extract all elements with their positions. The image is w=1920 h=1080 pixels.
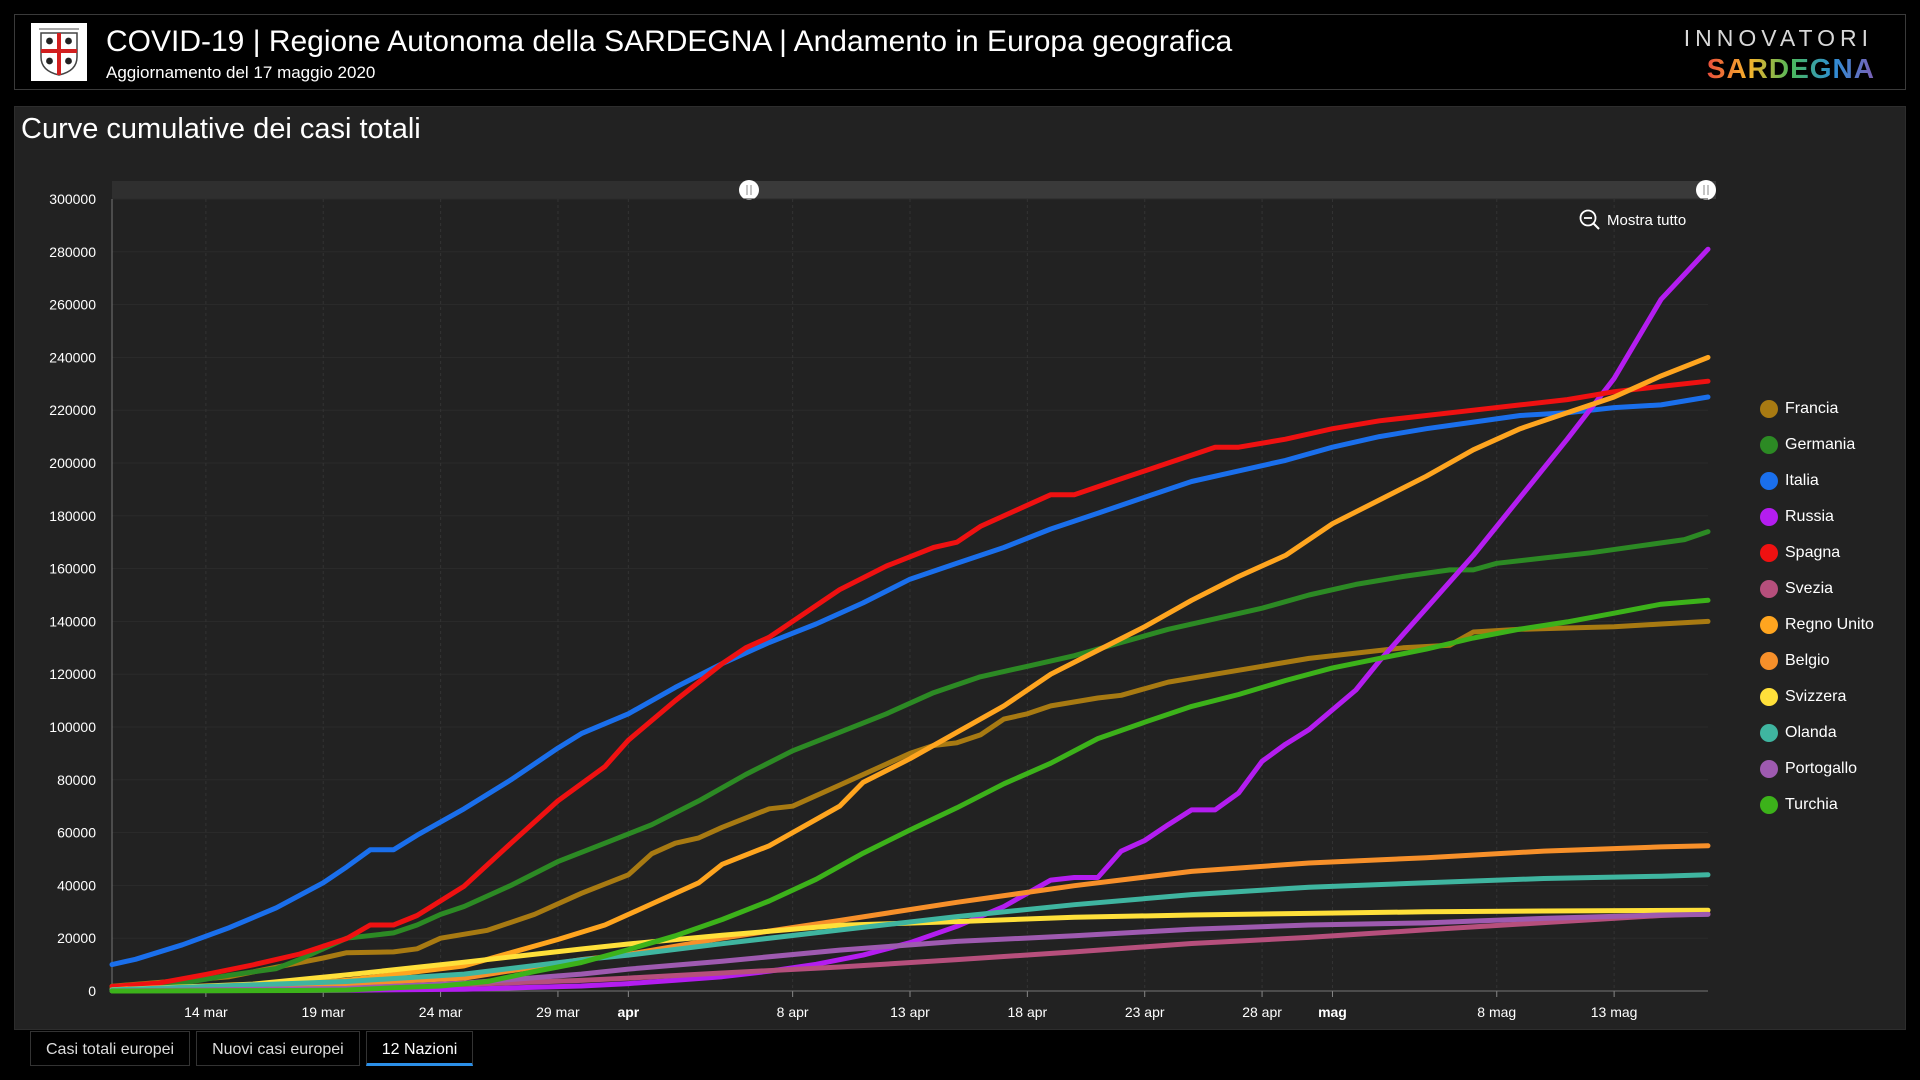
brand-logo-bottom: SARDEGNA (1706, 53, 1875, 84)
x-tick-label: apr (617, 1004, 639, 1020)
legend-swatch (1760, 760, 1778, 778)
legend-label: Germania (1785, 436, 1856, 453)
legend-swatch (1760, 724, 1778, 742)
x-tick-label: 28 apr (1242, 1004, 1282, 1020)
legend-label: Olanda (1785, 724, 1837, 741)
y-tick-label: 220000 (49, 402, 96, 418)
range-handle-left[interactable] (739, 180, 759, 200)
x-tick-label: 24 mar (419, 1004, 463, 1020)
legend-label: Portogallo (1785, 760, 1858, 777)
x-tick-label: 23 apr (1125, 1004, 1165, 1020)
update-date: Aggiornamento del 17 maggio 2020 (106, 63, 376, 82)
legend-label: Belgio (1785, 652, 1830, 669)
series-line-turchia (109, 597, 1711, 994)
y-tick-label: 280000 (49, 244, 96, 260)
legend-item-russia[interactable]: Russia (1760, 499, 1874, 535)
legend-swatch (1760, 472, 1778, 490)
legend-label: Spagna (1785, 544, 1841, 561)
y-tick-label: 300000 (49, 191, 96, 207)
legend-swatch (1760, 544, 1778, 562)
y-tick-label: 0 (88, 983, 96, 999)
y-tick-label: 180000 (49, 508, 96, 524)
x-tick-label: 8 apr (777, 1004, 809, 1020)
chart-title: Curve cumulative dei casi totali (21, 113, 421, 145)
series-line-belgio (109, 843, 1711, 993)
legend-swatch (1760, 616, 1778, 634)
series-line-svezia (109, 911, 1711, 993)
y-tick-label: 100000 (49, 719, 96, 735)
y-tick-label: 120000 (49, 666, 96, 682)
legend-swatch (1760, 580, 1778, 598)
y-tick-label: 60000 (57, 825, 96, 841)
page-title: COVID-19 | Regione Autonoma della SARDEG… (106, 25, 1233, 58)
show-all-button[interactable]: Mostra tutto (1579, 209, 1686, 231)
legend-item-germania[interactable]: Germania (1760, 427, 1874, 463)
series-line-italia (109, 394, 1711, 968)
sardinia-coat-of-arms-icon (31, 23, 87, 81)
tab-casi-totali-europei[interactable]: Casi totali europei (30, 1031, 191, 1066)
legend-swatch (1760, 688, 1778, 706)
x-tick-label: 8 mag (1477, 1004, 1516, 1020)
line-chart: 0 20000 40000 60000 80000 100000 120000 140000 1… (49, 180, 1716, 1020)
legend-item-italia[interactable]: Italia (1760, 463, 1874, 499)
series-line-olanda (109, 872, 1711, 993)
legend-label: Svizzera (1785, 688, 1847, 705)
legend-label: Italia (1785, 472, 1819, 489)
legend-label: Russia (1785, 508, 1834, 525)
legend-label: Svezia (1785, 580, 1834, 597)
series-line-svizzera (109, 907, 1711, 993)
legend-label: Francia (1785, 400, 1839, 417)
series-line-germania (109, 529, 1711, 991)
legend-label: Regno Unito (1785, 616, 1874, 633)
legend-label: Turchia (1785, 796, 1838, 813)
tab-nuovi-casi-europei[interactable]: Nuovi casi europei (196, 1031, 360, 1066)
series-line-spagna (109, 378, 1711, 989)
range-handle-right[interactable] (1696, 180, 1716, 200)
legend-swatch (1760, 436, 1778, 454)
y-tick-label: 200000 (49, 455, 96, 471)
legend-item-svezia[interactable]: Svezia (1760, 571, 1874, 607)
x-tick-label: 13 mag (1591, 1004, 1638, 1020)
brand-logo-top: INNOVATORI (1683, 25, 1873, 51)
chart-panel: Curve cumulative dei casi totali 0 20000 4… (14, 106, 1906, 1030)
legend-item-turchia[interactable]: Turchia (1760, 787, 1874, 823)
x-tick-label: 14 mar (184, 1004, 228, 1020)
legend-item-francia[interactable]: Francia (1760, 391, 1874, 427)
show-all-label: Mostra tutto (1607, 211, 1687, 229)
x-tick-label: 19 mar (301, 1004, 345, 1020)
y-tick-label: 20000 (57, 930, 96, 946)
legend-item-spagna[interactable]: Spagna (1760, 535, 1874, 571)
zoom-out-icon (1579, 209, 1600, 230)
header-bar: COVID-19 | Regione Autonoma della SARDEG… (14, 14, 1906, 90)
x-tick-label: 13 apr (890, 1004, 930, 1020)
y-tick-label: 240000 (49, 349, 96, 365)
y-tick-label: 40000 (57, 877, 96, 893)
legend-swatch (1760, 796, 1778, 814)
legend-swatch (1760, 652, 1778, 670)
y-tick-label: 160000 (49, 561, 96, 577)
x-tick-label: 18 apr (1008, 1004, 1048, 1020)
y-tick-label: 80000 (57, 772, 96, 788)
legend-item-olanda[interactable]: Olanda (1760, 715, 1874, 751)
legend-item-portogallo[interactable]: Portogallo (1760, 751, 1874, 787)
legend-item-svizzera[interactable]: Svizzera (1760, 679, 1874, 715)
y-tick-label: 140000 (49, 613, 96, 629)
legend-item-belgio[interactable]: Belgio (1760, 643, 1874, 679)
legend-item-regno-unito[interactable]: Regno Unito (1760, 607, 1874, 643)
series-line-russia (109, 246, 1711, 994)
tab-bar: Casi totali europei Nuovi casi europei 12 … (30, 1031, 474, 1066)
chart-legend: Francia Germania Italia Russia Spagna Svezia R… (1760, 391, 1874, 823)
range-selection (749, 181, 1716, 199)
x-tick-label: 29 mar (536, 1004, 580, 1020)
x-tick-label: mag (1318, 1004, 1347, 1020)
series-line-regno-unito (109, 354, 1711, 993)
y-tick-label: 260000 (49, 297, 96, 313)
legend-swatch (1760, 400, 1778, 418)
legend-swatch (1760, 508, 1778, 526)
tab-12-nazioni[interactable]: 12 Nazioni (365, 1031, 474, 1066)
